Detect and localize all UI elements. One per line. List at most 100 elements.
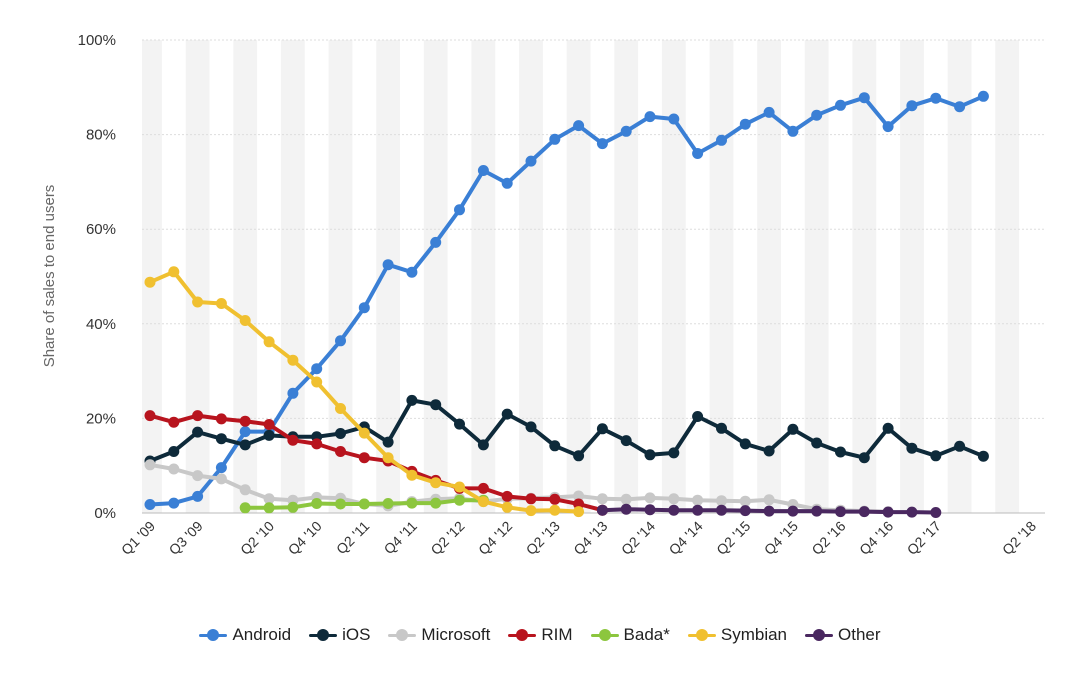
data-point-bada[interactable] [335, 498, 346, 510]
data-point-bada[interactable] [382, 498, 394, 509]
data-point-symbian[interactable] [287, 354, 299, 366]
data-point-rim[interactable] [239, 415, 251, 427]
data-point-microsoft[interactable] [763, 494, 775, 506]
data-point-android[interactable] [192, 490, 204, 502]
data-point-ios[interactable] [406, 394, 418, 406]
data-point-microsoft[interactable] [573, 490, 585, 502]
data-point-other[interactable] [930, 507, 942, 518]
data-point-rim[interactable] [287, 434, 299, 446]
data-point-symbian[interactable] [406, 469, 418, 481]
data-point-other[interactable] [858, 506, 870, 518]
data-point-rim[interactable] [549, 493, 561, 505]
data-point-ios[interactable] [501, 408, 513, 420]
data-point-other[interactable] [692, 504, 704, 516]
data-point-android[interactable] [858, 92, 870, 104]
data-point-android[interactable] [144, 499, 156, 510]
data-point-other[interactable] [787, 505, 799, 517]
data-point-ios[interactable] [835, 446, 846, 458]
data-point-symbian[interactable] [477, 496, 489, 508]
legend-item-other[interactable]: Other [805, 625, 881, 645]
data-point-android[interactable] [525, 155, 537, 167]
data-point-rim[interactable] [215, 413, 227, 425]
data-point-rim[interactable] [144, 410, 156, 422]
data-point-android[interactable] [763, 106, 775, 118]
data-point-android[interactable] [930, 92, 942, 104]
data-point-microsoft[interactable] [739, 495, 751, 507]
data-point-android[interactable] [287, 387, 299, 399]
data-point-ios[interactable] [644, 449, 656, 461]
data-point-ios[interactable] [692, 411, 704, 422]
data-point-bada[interactable] [454, 494, 465, 506]
data-point-symbian[interactable] [549, 504, 561, 516]
data-point-bada[interactable] [263, 502, 275, 514]
data-point-android[interactable] [787, 125, 799, 137]
data-point-rim[interactable] [335, 446, 346, 457]
data-point-microsoft[interactable] [263, 493, 275, 505]
legend-item-symbian[interactable]: Symbian [687, 625, 787, 645]
data-point-ios[interactable] [477, 439, 489, 451]
data-point-android[interactable] [358, 302, 370, 314]
data-point-android[interactable] [477, 165, 489, 176]
data-point-rim[interactable] [358, 452, 370, 464]
legend-item-microsoft[interactable]: Microsoft [388, 625, 490, 645]
data-point-android[interactable] [168, 497, 180, 509]
data-point-symbian[interactable] [358, 427, 370, 439]
data-point-bada[interactable] [430, 497, 442, 509]
data-point-android[interactable] [454, 204, 465, 216]
legend-item-android[interactable]: Android [199, 625, 291, 645]
data-point-other[interactable] [620, 503, 632, 515]
data-point-bada[interactable] [406, 497, 418, 509]
data-point-android[interactable] [692, 148, 704, 159]
data-point-android[interactable] [977, 90, 989, 102]
data-point-microsoft[interactable] [239, 484, 251, 496]
data-point-ios[interactable] [525, 421, 537, 433]
data-point-microsoft[interactable] [215, 473, 227, 485]
data-point-symbian[interactable] [382, 452, 394, 464]
data-point-android[interactable] [644, 111, 656, 123]
data-point-other[interactable] [739, 505, 751, 517]
data-point-ios[interactable] [954, 440, 966, 452]
data-point-ios[interactable] [858, 452, 870, 464]
data-point-other[interactable] [811, 505, 823, 517]
legend-item-rim[interactable]: RIM [508, 625, 573, 645]
data-point-ios[interactable] [906, 442, 918, 454]
data-point-android[interactable] [311, 363, 323, 375]
data-point-android[interactable] [716, 134, 727, 146]
data-point-other[interactable] [763, 505, 775, 517]
data-point-ios[interactable] [192, 426, 204, 438]
data-point-ios[interactable] [430, 399, 442, 411]
data-point-ios[interactable] [977, 450, 989, 462]
data-point-symbian[interactable] [239, 315, 251, 326]
data-point-android[interactable] [549, 133, 561, 145]
data-point-android[interactable] [835, 99, 846, 111]
data-point-symbian[interactable] [501, 501, 513, 513]
data-point-microsoft[interactable] [192, 470, 204, 482]
data-point-ios[interactable] [335, 428, 346, 439]
data-point-symbian[interactable] [430, 477, 442, 489]
legend-item-ios[interactable]: iOS [309, 625, 370, 645]
data-point-android[interactable] [215, 462, 227, 474]
data-point-android[interactable] [406, 266, 418, 278]
data-point-other[interactable] [716, 504, 727, 516]
data-point-rim[interactable] [525, 493, 537, 505]
data-point-ios[interactable] [620, 435, 632, 447]
data-point-android[interactable] [954, 101, 966, 113]
data-point-android[interactable] [668, 113, 680, 125]
data-point-microsoft[interactable] [716, 495, 727, 507]
data-point-other[interactable] [596, 504, 608, 516]
data-point-android[interactable] [739, 118, 751, 130]
data-point-android[interactable] [882, 121, 894, 133]
data-point-other[interactable] [882, 506, 894, 518]
data-point-android[interactable] [430, 236, 442, 248]
data-point-ios[interactable] [668, 447, 680, 459]
data-point-android[interactable] [382, 259, 394, 271]
data-point-microsoft[interactable] [144, 459, 156, 471]
data-point-symbian[interactable] [192, 296, 204, 308]
data-point-microsoft[interactable] [596, 493, 608, 505]
data-point-android[interactable] [573, 120, 585, 132]
data-point-microsoft[interactable] [620, 493, 632, 505]
data-point-android[interactable] [620, 125, 632, 137]
data-point-ios[interactable] [168, 446, 180, 457]
data-point-rim[interactable] [311, 438, 323, 450]
data-point-rim[interactable] [573, 498, 585, 510]
